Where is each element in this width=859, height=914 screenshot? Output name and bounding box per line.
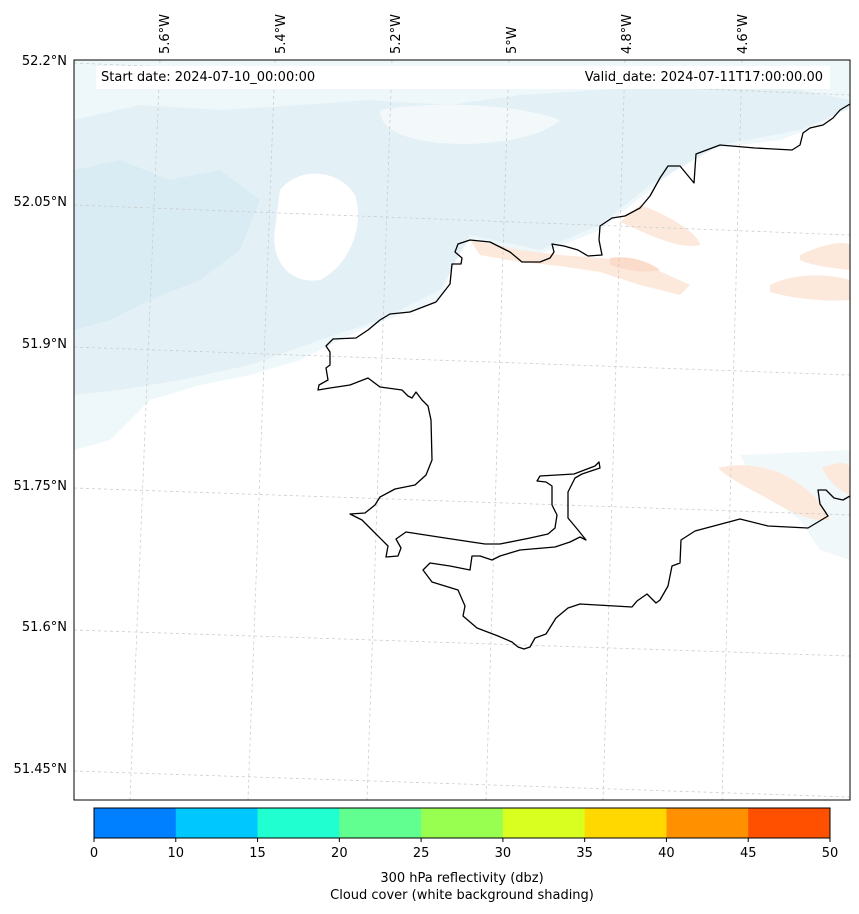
colorbar-tick-label: 35 — [576, 846, 593, 861]
lon-label: 5.6°W — [158, 14, 173, 54]
lat-labels: 52.2°N 52.05°N 51.9°N 51.75°N 51.6°N 51.… — [14, 54, 67, 777]
reflectivity-shading — [470, 205, 850, 521]
valid-date-label: Valid_date: 2024-07-11T17:00:00.00 — [584, 70, 823, 85]
colorbar-ticks: 0 10 15 20 25 30 35 40 45 50 — [90, 838, 838, 861]
lat-label: 52.2°N — [22, 54, 67, 69]
colorbar-tick-label: 20 — [331, 846, 348, 861]
header-band — [96, 66, 830, 89]
lat-label: 51.45°N — [14, 762, 67, 777]
colorbar-tick-label: 25 — [413, 846, 430, 861]
colorbar-swatches — [94, 808, 831, 838]
colorbar-tick-label: 0 — [90, 846, 98, 861]
lon-label: 5°W — [505, 26, 520, 54]
lat-label: 51.9°N — [22, 337, 67, 352]
colorbar-swatch — [584, 808, 667, 838]
colorbar-tick-label: 10 — [168, 846, 185, 861]
colorbar-tick-label: 15 — [249, 846, 266, 861]
colorbar-swatch — [175, 808, 259, 838]
colorbar-swatch — [666, 808, 749, 838]
colorbar-swatch — [421, 808, 504, 838]
lat-label: 51.75°N — [14, 479, 67, 494]
colorbar-border — [93, 807, 831, 839]
lon-label: 4.8°W — [620, 14, 635, 54]
lat-label: 52.05°N — [14, 195, 67, 210]
colorbar-swatch — [502, 808, 586, 838]
start-date-label: Start date: 2024-07-10_00:00:00 — [101, 70, 316, 85]
colorbar-swatch — [748, 808, 831, 838]
colorbar-tick-label: 30 — [495, 846, 512, 861]
colorbar-tick-label: 40 — [658, 846, 675, 861]
colorbar-tick-label: 50 — [822, 846, 839, 861]
lon-label: 5.2°W — [389, 14, 404, 54]
map-border — [73, 59, 851, 801]
colorbar-tick-label: 45 — [740, 846, 757, 861]
colorbar-subtitle: Cloud cover (white background shading) — [330, 888, 594, 903]
lon-label: 5.4°W — [274, 14, 289, 54]
colorbar-swatch — [257, 808, 340, 838]
lat-label: 51.6°N — [22, 620, 67, 635]
colorbar-swatch — [339, 808, 422, 838]
colorbar: 0 10 15 20 25 30 35 40 45 50 — [90, 807, 838, 861]
lon-label: 4.6°W — [736, 14, 751, 54]
colorbar-swatch — [94, 808, 177, 838]
colorbar-title: 300 hPa reflectivity (dbz) — [380, 871, 544, 886]
lon-labels: 5.6°W 5.4°W 5.2°W 5°W 4.8°W 4.6°W — [158, 14, 751, 54]
coastline — [317, 103, 851, 650]
